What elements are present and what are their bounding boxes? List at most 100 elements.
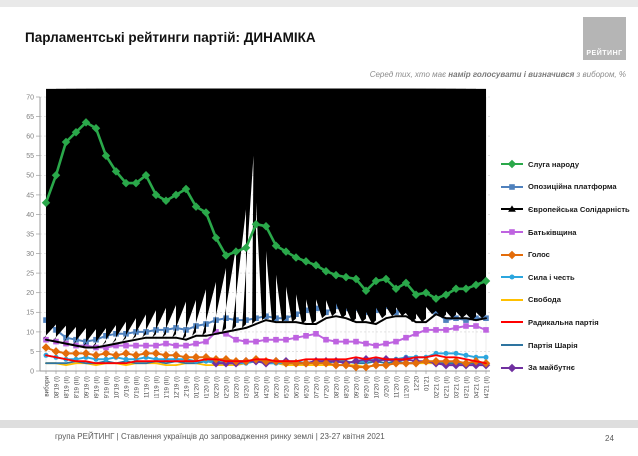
x-axis-label: 03'21 (II) — [463, 376, 470, 398]
y-axis-label: 55 — [26, 153, 34, 160]
x-axis-label: 01'21 — [423, 375, 430, 391]
y-axis-label: 10 — [26, 329, 34, 336]
legend-item: Європейська Солідарність — [500, 198, 635, 221]
legend-label: Батьківщина — [528, 227, 577, 237]
y-axis-label: 20 — [26, 290, 34, 297]
x-axis-label: 10'20 (I) — [373, 376, 380, 398]
legend-item: Голос — [500, 243, 635, 266]
x-axis-label: 10'19 (I) — [113, 376, 120, 398]
legend-label: Радикальна партія — [528, 317, 599, 327]
x-axis-label: 03'20 (I) — [233, 376, 240, 398]
legend-swatch — [501, 205, 523, 213]
y-axis-label: 0 — [30, 368, 34, 375]
legend-swatch — [501, 363, 523, 372]
legend-item: Батьківщина — [500, 221, 635, 244]
x-axis-label: 05'20 (II) — [283, 376, 290, 398]
page-number: 24 — [605, 434, 614, 443]
legend-label: Сила і честь — [528, 272, 575, 282]
series-2 — [42, 88, 487, 349]
y-axis-label: 45 — [26, 192, 34, 199]
x-axis-label: 07'20 (I) — [313, 376, 320, 398]
y-axis-label: 35 — [26, 231, 34, 238]
legend-swatch — [501, 344, 523, 347]
legend-label: Опозиційна платформа — [528, 182, 617, 192]
x-axis-label: 10'19 (III) — [133, 376, 140, 398]
y-axis-label: 65 — [26, 114, 34, 121]
legend-swatch — [501, 184, 523, 190]
x-axis-label: 04'20 (I) — [253, 376, 260, 398]
x-axis-label: 07'20 (II) — [323, 376, 330, 398]
y-axis-label: 40 — [26, 212, 34, 219]
x-axis-label: 12'19 (I) — [173, 376, 180, 398]
x-axis-label: 03'21 (I) — [453, 376, 460, 398]
legend-item: Опозиційна платформа — [500, 176, 635, 199]
legend-swatch — [501, 298, 523, 301]
legend-swatch — [501, 160, 523, 169]
x-axis-label: 04'21 (II) — [483, 376, 490, 398]
legend-swatch — [501, 229, 523, 235]
x-axis-label: 08'19 (III) — [73, 376, 80, 398]
x-axis-label: 06'20 (I) — [293, 376, 300, 398]
y-axis-label: 25 — [26, 271, 34, 278]
x-axis-label: 03'20 (II) — [243, 376, 250, 398]
x-axis-label: 02'20 (I) — [213, 376, 220, 398]
x-axis-label: 02'20 (II) — [223, 376, 230, 398]
x-axis-label: 12'20 — [413, 375, 420, 391]
x-axis-label: 01'20 (II) — [203, 376, 210, 398]
legend-swatch — [501, 250, 523, 259]
series-3 — [43, 323, 489, 351]
y-axis-label: 50 — [26, 173, 34, 180]
line-chart-canvas: 0 5 10 15 20 25 30 35 40 45 50 55 60 65 70 вибори 08'19 … — [18, 88, 498, 402]
bottom-strip — [0, 420, 638, 428]
x-axis-label: 08'19 (I) — [53, 376, 60, 398]
x-axis-label: 02'21 (II) — [443, 376, 450, 398]
y-axis-label: 5 — [30, 349, 34, 356]
x-axis-label: 06'20 (II) — [303, 376, 310, 398]
x-axis-label: 11'19 (I) — [143, 376, 150, 398]
legend-label: Партія Шарія — [528, 340, 578, 350]
legend-item: Партія Шарія — [500, 334, 635, 357]
x-axis-label: 11'19 (III) — [163, 376, 170, 398]
x-axis-label: 09'20 (I) — [353, 376, 360, 398]
x-axis-label: 08'20 (I) — [333, 376, 340, 398]
legend-item: Радикальна партія — [500, 311, 635, 334]
legend-item: Свобода — [500, 289, 635, 312]
x-axis-label: 11'20 (I) — [393, 376, 400, 398]
top-strip — [0, 0, 638, 7]
page-title: Парламентські рейтинги партій: ДИНАМІКА — [25, 30, 316, 45]
footer-text: група РЕЙТИНГ | Ставлення українців до з… — [55, 432, 385, 441]
chart-legend: Слуга народу Опозиційна платформа Європейс… — [500, 153, 635, 379]
rating-logo: РЕЙТИНГ — [583, 17, 626, 60]
x-axis-label: 11'19 (II) — [153, 376, 160, 398]
x-axis-label: 08'19 (II) — [63, 376, 70, 398]
x-axis-label: вибори — [43, 375, 50, 396]
legend-item: Сила і честь — [500, 266, 635, 289]
legend-swatch — [501, 274, 523, 280]
x-axis-label: 09'19 (II) — [93, 376, 100, 398]
y-axis-label: 60 — [26, 134, 34, 141]
x-axis-label: 10'20 (II) — [383, 376, 390, 398]
x-axis-label: 12'19 (II) — [183, 376, 190, 398]
legend-label: Свобода — [528, 295, 561, 305]
x-axis-label: 04'20 (II) — [263, 376, 270, 398]
series-0 — [41, 118, 491, 303]
y-axis-label: 30 — [26, 251, 34, 258]
legend-label: Слуга народу — [528, 159, 580, 169]
x-axis-label: 08'20 (II) — [343, 376, 350, 398]
legend-swatch — [501, 321, 523, 324]
x-axis-label: 05'20 (I) — [273, 376, 280, 398]
legend-label: Голос — [528, 250, 550, 260]
x-axis-label: 04'21 (I) — [473, 376, 480, 398]
x-axis-label: 10'19 (II) — [123, 376, 130, 398]
y-axis-label: 15 — [26, 310, 34, 317]
chart-subtitle: Серед тих, хто має намір голосувати і ви… — [369, 70, 626, 79]
x-axis-label: 01'20 (I) — [193, 376, 200, 398]
x-axis-label: 11'20 (II) — [403, 376, 410, 398]
y-axis-label: 70 — [26, 94, 34, 101]
legend-label: За майбутнє — [528, 363, 575, 373]
x-axis-label: 09'19 (I) — [83, 376, 90, 398]
rating-logo-text: РЕЙТИНГ — [586, 50, 623, 57]
x-axis-label: 09'19 (III) — [103, 376, 110, 398]
x-axis-label: 02'21 (I) — [433, 376, 440, 398]
